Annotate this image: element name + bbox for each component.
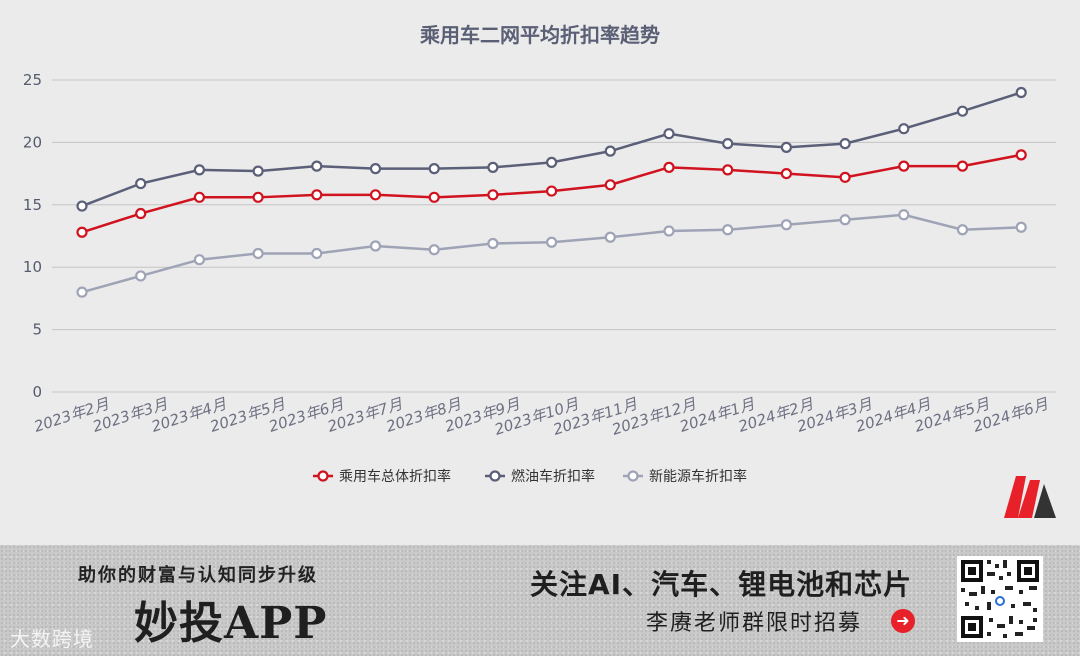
series-0	[76, 149, 1027, 238]
watermark-text: 大数跨境	[10, 627, 94, 651]
data-point[interactable]	[369, 240, 382, 252]
series-line	[81, 213, 1022, 294]
legend-item[interactable]: 新能源车折扣率	[623, 468, 747, 485]
data-point[interactable]	[956, 160, 969, 172]
data-point[interactable]	[839, 171, 851, 183]
y-tick-label: 10	[23, 258, 42, 276]
data-point[interactable]	[193, 164, 205, 176]
data-point[interactable]	[252, 247, 264, 260]
data-point[interactable]	[76, 286, 88, 298]
data-point[interactable]	[428, 163, 440, 175]
data-point[interactable]	[428, 191, 440, 203]
data-point[interactable]	[135, 207, 147, 220]
data-point[interactable]	[428, 244, 440, 256]
legend-label: 乘用车总体折扣率	[339, 468, 451, 485]
data-point[interactable]	[1015, 149, 1027, 161]
data-point[interactable]	[311, 189, 323, 201]
banner-headline: 关注AI、汽车、锂电池和芯片	[530, 568, 913, 601]
data-point[interactable]	[1015, 221, 1027, 233]
data-point[interactable]	[1015, 86, 1027, 99]
data-point[interactable]	[722, 138, 734, 150]
data-point[interactable]	[193, 191, 205, 203]
line-chart: 乘用车二网平均折扣率趋势 0 5 10 15 20 25 2023年2月2023年3月20…	[23, 23, 1056, 485]
legend-label: 燃油车折扣率	[511, 468, 595, 485]
data-point[interactable]	[252, 165, 264, 177]
data-point[interactable]	[252, 191, 264, 203]
data-point[interactable]	[369, 163, 382, 175]
x-tick-labels: 2023年2月2023年3月2023年4月2023年5月2023年6月2023年…	[32, 394, 1052, 438]
series-layer	[76, 86, 1027, 298]
data-point[interactable]	[487, 189, 499, 201]
legend-marker	[627, 470, 639, 482]
data-point[interactable]	[311, 160, 323, 172]
data-point[interactable]	[956, 224, 969, 236]
legend: 乘用车总体折扣率 燃油车折扣率 新能源车折扣率	[313, 468, 747, 485]
data-point[interactable]	[135, 270, 147, 282]
data-point[interactable]	[604, 179, 616, 191]
data-point[interactable]	[545, 236, 558, 248]
data-point[interactable]	[839, 138, 851, 150]
y-tick-labels: 0 5 10 15 20 25	[23, 71, 42, 401]
data-point[interactable]	[839, 214, 851, 226]
y-tick-label: 5	[32, 321, 42, 339]
data-point[interactable]	[780, 168, 793, 180]
series-1	[76, 86, 1027, 212]
app-name: 妙投APP	[134, 598, 328, 649]
y-tick-label: 15	[23, 196, 42, 214]
data-point[interactable]	[780, 219, 793, 231]
data-point[interactable]	[722, 164, 734, 176]
legend-label: 新能源车折扣率	[649, 468, 747, 485]
data-point[interactable]	[487, 237, 499, 250]
y-tick-label: 25	[23, 71, 42, 89]
data-point[interactable]	[663, 225, 675, 237]
legend-marker	[317, 470, 329, 482]
data-point[interactable]	[780, 141, 793, 153]
data-point[interactable]	[76, 200, 88, 212]
banner-subline: 李赓老师群限时招募	[646, 611, 863, 636]
m-logo-icon	[1004, 476, 1056, 518]
data-point[interactable]	[663, 128, 675, 140]
data-point[interactable]	[898, 209, 910, 221]
legend-item[interactable]: 燃油车折扣率	[485, 468, 595, 485]
arrow-right-circle-icon[interactable]: ➜	[891, 609, 915, 633]
data-point[interactable]	[545, 156, 558, 168]
data-point[interactable]	[545, 185, 558, 197]
data-point[interactable]	[898, 123, 910, 135]
data-point[interactable]	[311, 247, 323, 260]
y-tick-label: 0	[32, 383, 42, 401]
qr-code-icon[interactable]	[957, 556, 1043, 642]
chart-panel: 乘用车二网平均折扣率趋势 0 5 10 15 20 25 2023年2月 2023年3月 20…	[0, 0, 1080, 545]
chart-title: 乘用车二网平均折扣率趋势	[419, 23, 660, 47]
data-point[interactable]	[898, 160, 910, 172]
data-point[interactable]	[663, 161, 675, 173]
promo-banner[interactable]: 助你的财富与认知同步升级 妙投APP 大数跨境 关注AI、汽车、锂电池和芯片 李…	[0, 545, 1080, 656]
series-2	[76, 209, 1027, 298]
data-point[interactable]	[722, 224, 734, 236]
data-point[interactable]	[487, 161, 499, 173]
data-point[interactable]	[604, 145, 616, 157]
data-point[interactable]	[76, 226, 88, 238]
data-point[interactable]	[193, 254, 205, 266]
data-point[interactable]	[956, 105, 969, 117]
data-point[interactable]	[604, 231, 616, 243]
y-tick-label: 20	[23, 133, 42, 151]
banner-slogan: 助你的财富与认知同步升级	[78, 565, 318, 586]
legend-item[interactable]: 乘用车总体折扣率	[313, 468, 451, 485]
grid-layer	[52, 79, 1056, 393]
data-point[interactable]	[135, 177, 147, 190]
data-point[interactable]	[369, 189, 382, 201]
legend-marker	[489, 470, 501, 482]
